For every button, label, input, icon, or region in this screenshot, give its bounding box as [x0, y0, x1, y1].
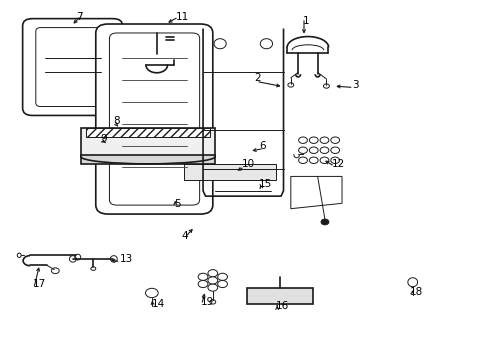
Circle shape: [207, 270, 217, 277]
Text: 9: 9: [101, 134, 107, 144]
FancyBboxPatch shape: [109, 33, 199, 205]
Text: 8: 8: [113, 116, 119, 126]
Text: 3: 3: [351, 80, 358, 90]
Circle shape: [309, 147, 318, 153]
Text: 2: 2: [254, 73, 260, 83]
Circle shape: [309, 157, 318, 163]
Circle shape: [320, 147, 328, 153]
Circle shape: [198, 280, 207, 288]
Polygon shape: [81, 128, 215, 157]
Circle shape: [145, 288, 158, 298]
FancyBboxPatch shape: [96, 24, 212, 214]
Text: 6: 6: [259, 141, 265, 151]
Text: 13: 13: [120, 254, 133, 264]
Polygon shape: [86, 128, 210, 137]
Text: 16: 16: [276, 301, 289, 311]
Text: 10: 10: [242, 159, 255, 169]
Text: 4: 4: [181, 231, 187, 241]
Text: 11: 11: [176, 12, 189, 22]
Circle shape: [207, 284, 217, 291]
Polygon shape: [183, 164, 276, 180]
Circle shape: [51, 268, 59, 274]
Circle shape: [320, 137, 328, 143]
Text: 12: 12: [331, 159, 345, 169]
Circle shape: [217, 280, 227, 288]
Circle shape: [298, 157, 307, 163]
Circle shape: [321, 219, 328, 225]
Circle shape: [217, 273, 227, 280]
Circle shape: [330, 157, 339, 163]
Text: 7: 7: [76, 12, 83, 22]
Text: 5: 5: [173, 199, 180, 209]
Circle shape: [330, 137, 339, 143]
Text: 1: 1: [303, 16, 309, 26]
Text: 17: 17: [32, 279, 45, 289]
Circle shape: [309, 137, 318, 143]
Circle shape: [198, 273, 207, 280]
Polygon shape: [290, 176, 341, 209]
Circle shape: [298, 137, 307, 143]
FancyBboxPatch shape: [22, 19, 122, 116]
Text: 18: 18: [409, 287, 423, 297]
Polygon shape: [81, 155, 215, 164]
Text: 14: 14: [152, 299, 165, 309]
Circle shape: [207, 277, 217, 284]
Circle shape: [298, 147, 307, 153]
Circle shape: [320, 157, 328, 163]
Polygon shape: [246, 288, 312, 304]
Circle shape: [330, 147, 339, 153]
Text: 19: 19: [200, 297, 213, 307]
Text: 15: 15: [259, 179, 272, 189]
FancyBboxPatch shape: [36, 28, 109, 107]
